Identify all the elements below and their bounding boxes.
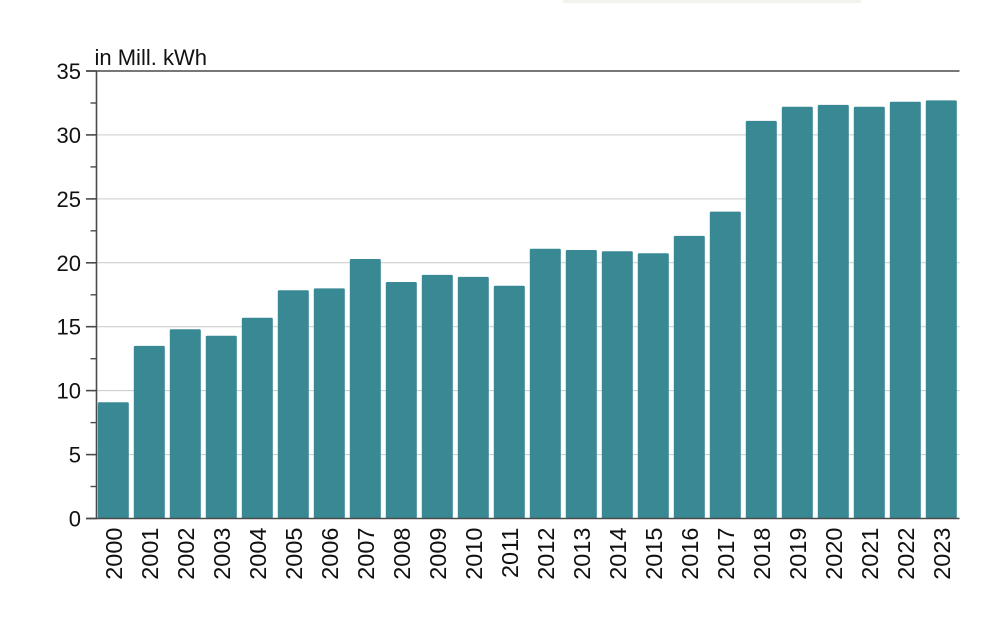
- svg-text:2014: 2014: [605, 528, 631, 580]
- svg-text:5: 5: [69, 443, 81, 468]
- svg-text:10: 10: [57, 379, 81, 404]
- svg-text:2017: 2017: [713, 528, 739, 580]
- svg-text:15: 15: [57, 315, 81, 340]
- svg-text:35: 35: [57, 59, 81, 84]
- svg-text:2003: 2003: [209, 528, 235, 580]
- svg-text:2020: 2020: [821, 528, 847, 580]
- svg-text:0: 0: [69, 507, 81, 532]
- svg-text:2002: 2002: [173, 528, 199, 580]
- svg-text:2001: 2001: [137, 528, 163, 580]
- svg-text:2019: 2019: [785, 528, 811, 580]
- svg-text:2005: 2005: [281, 528, 307, 580]
- svg-text:2012: 2012: [533, 528, 559, 580]
- svg-text:2023: 2023: [929, 528, 955, 580]
- svg-text:2000: 2000: [101, 528, 127, 580]
- svg-text:25: 25: [57, 187, 81, 212]
- svg-text:2013: 2013: [569, 528, 595, 580]
- svg-text:2011: 2011: [497, 528, 523, 579]
- svg-text:2009: 2009: [425, 528, 451, 580]
- svg-text:2004: 2004: [245, 528, 271, 580]
- svg-text:2007: 2007: [353, 528, 379, 580]
- svg-text:2015: 2015: [641, 528, 667, 580]
- svg-text:30: 30: [57, 123, 81, 148]
- svg-text:2010: 2010: [461, 528, 487, 580]
- svg-text:2022: 2022: [893, 528, 919, 580]
- svg-text:2018: 2018: [749, 528, 775, 580]
- svg-text:in Mill. kWh: in Mill. kWh: [95, 45, 207, 70]
- svg-text:2021: 2021: [857, 528, 883, 580]
- svg-text:2016: 2016: [677, 528, 703, 580]
- svg-text:2006: 2006: [317, 528, 343, 580]
- svg-text:20: 20: [57, 251, 81, 276]
- svg-text:2008: 2008: [389, 528, 415, 580]
